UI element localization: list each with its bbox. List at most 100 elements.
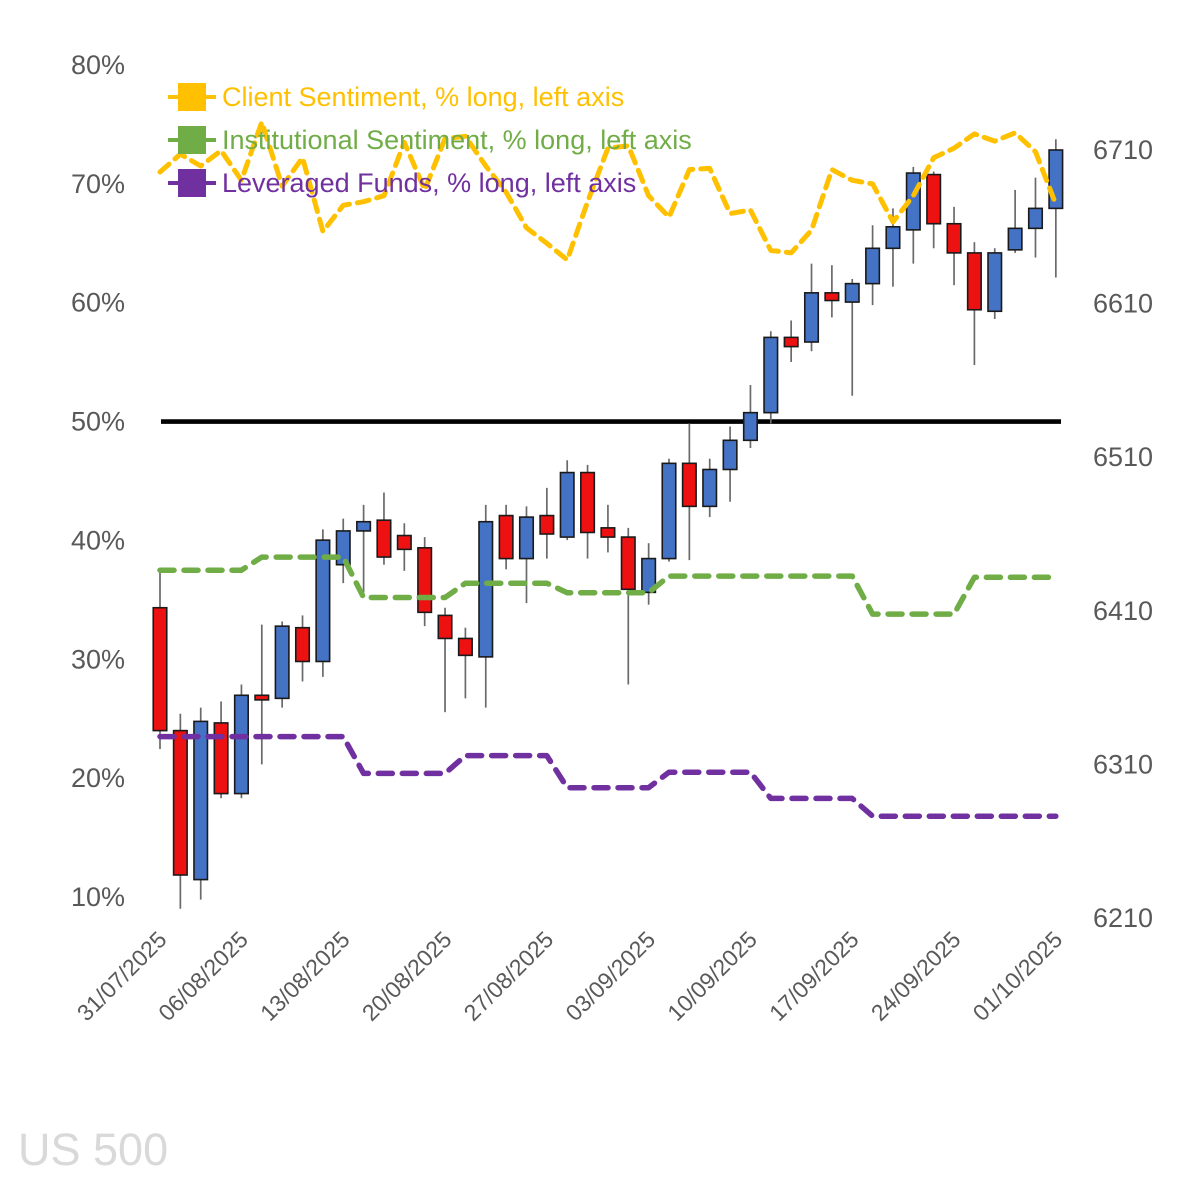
candle-04/09/2025: [661, 458, 677, 562]
candle-body: [213, 722, 229, 795]
candle-01/08/2025: [172, 713, 188, 909]
legend-label: Leveraged Funds, % long, left axis: [222, 167, 637, 198]
right-axis-tick-label: 6410: [1093, 596, 1153, 626]
candle-13/08/2025: [335, 518, 351, 584]
candle-body: [885, 226, 901, 250]
candle-23/09/2025: [926, 171, 942, 249]
institutional-sentiment-line-marker-icon: [168, 126, 216, 154]
candle-body: [926, 173, 942, 225]
candle-28/08/2025: [559, 460, 575, 541]
candle-30/09/2025: [1027, 177, 1044, 258]
candle-05/09/2025: [681, 423, 697, 561]
candle-18/08/2025: [396, 523, 412, 571]
candle-16/09/2025: [824, 265, 840, 318]
x-axis-tick-label: 06/08/2025: [153, 926, 253, 1026]
candle-14/08/2025: [356, 504, 372, 593]
candle-body: [641, 557, 657, 594]
candle-10/09/2025: [742, 385, 758, 448]
right-axis-tick-label: 6610: [1093, 289, 1153, 319]
candle-08/08/2025: [274, 621, 290, 708]
left-axis-tick-label: 40%: [71, 525, 125, 555]
candle-22/09/2025: [905, 166, 921, 264]
candle-body: [315, 539, 331, 663]
instrument-title: US 500: [18, 1124, 169, 1175]
candle-26/09/2025: [987, 248, 1003, 319]
candle-body: [722, 439, 738, 471]
candle-01/09/2025: [600, 504, 616, 553]
candle-body: [824, 292, 840, 302]
candle-08/09/2025: [702, 458, 718, 518]
candle-body: [294, 626, 311, 663]
candle-12/08/2025: [315, 529, 331, 677]
candle-body: [987, 252, 1003, 313]
candle-body: [233, 694, 249, 795]
candle-body: [254, 694, 270, 701]
candle-29/09/2025: [1007, 189, 1023, 253]
candle-body: [865, 247, 881, 285]
candle-02/09/2025: [620, 527, 636, 685]
candle-05/08/2025: [213, 701, 229, 799]
candle-09/09/2025: [722, 426, 738, 502]
right-axis-tick-label: 6710: [1093, 135, 1153, 165]
right-axis-tick-label: 6510: [1093, 442, 1153, 472]
institutional-sentiment-line: [157, 554, 1059, 617]
candle-body: [844, 282, 860, 303]
candle-body: [600, 527, 616, 538]
candle-body: [152, 606, 168, 732]
legend-label: Institutional Sentiment, % long, left ax…: [222, 124, 692, 155]
candle-body: [742, 411, 758, 442]
candle-body: [946, 222, 962, 254]
candle-body: [376, 519, 392, 558]
candle-17/09/2025: [844, 279, 860, 396]
candle-body: [702, 468, 718, 508]
client-sentiment-line-marker-icon: [168, 83, 216, 111]
client-sentiment-line: [157, 119, 1059, 263]
leveraged-funds-line: [157, 733, 1059, 819]
candle-29/08/2025: [580, 464, 596, 559]
legend-label: Client Sentiment, % long, left axis: [222, 81, 625, 112]
leveraged-funds-line-marker-icon: [168, 169, 216, 197]
candle-body: [966, 252, 982, 311]
candle-06/08/2025: [233, 684, 249, 799]
candle-body: [356, 520, 372, 532]
candle-25/08/2025: [498, 504, 514, 570]
candle-26/08/2025: [518, 506, 535, 604]
candle-body: [783, 336, 799, 348]
candle-15/09/2025: [803, 263, 820, 352]
candle-body: [1027, 207, 1044, 230]
candle-body: [274, 625, 290, 700]
candle-body: [661, 462, 677, 560]
candle-21/08/2025: [457, 627, 473, 699]
x-axis-tick-label: 01/10/2025: [968, 926, 1068, 1026]
candle-body: [396, 534, 412, 551]
x-axis-tick-label: 20/08/2025: [357, 926, 457, 1026]
candle-27/08/2025: [539, 487, 555, 559]
candle-body: [172, 729, 188, 876]
legend-item-client-sentiment: Client Sentiment, % long, left axis: [168, 78, 692, 116]
candle-body: [763, 336, 779, 414]
right-axis-tick-label: 6210: [1093, 903, 1153, 933]
left-axis-ticks: 80% 70% 60% 50% 40% 30% 20% 10%: [71, 50, 125, 912]
candlestick-series: [152, 139, 1064, 909]
candle-31/07/2025: [152, 570, 168, 750]
left-axis-tick-label: 80%: [71, 50, 125, 80]
candle-body: [498, 514, 514, 560]
x-axis-tick-label: 24/09/2025: [866, 926, 966, 1026]
candle-body: [559, 471, 575, 538]
left-axis-tick-label: 60%: [71, 288, 125, 318]
x-axis-tick-label: 27/08/2025: [459, 926, 559, 1026]
candle-04/08/2025: [193, 707, 209, 900]
right-axis-tick-label: 6310: [1093, 749, 1153, 779]
x-axis-tick-label: 13/08/2025: [255, 926, 355, 1026]
x-axis-tick-label: 17/09/2025: [764, 926, 864, 1026]
left-axis-tick-label: 20%: [71, 763, 125, 793]
right-axis-ticks: 6710 6610 6510 6410 6310 6210: [1093, 135, 1153, 933]
legend-item-institutional-sentiment: Institutional Sentiment, % long, left ax…: [168, 121, 692, 159]
candle-body: [580, 471, 596, 534]
candle-24/09/2025: [946, 206, 962, 286]
candle-body: [457, 637, 473, 657]
candle-20/08/2025: [437, 607, 453, 713]
chart-legend: Client Sentiment, % long, left axis Inst…: [168, 78, 692, 207]
